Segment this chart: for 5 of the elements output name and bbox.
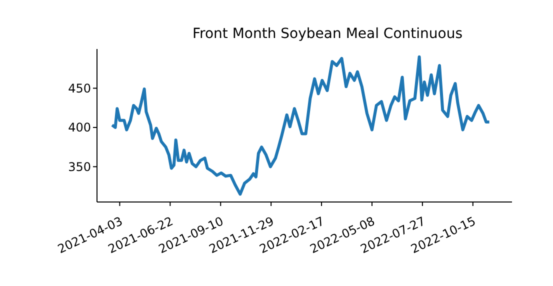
y-tick-label: 400 — [68, 120, 91, 135]
line-series — [110, 55, 491, 196]
y-tick-label: 350 — [68, 160, 91, 174]
chart-title: Front Month Soybean Meal Continuous — [191, 26, 464, 42]
y-tick-label: 450 — [68, 81, 91, 96]
